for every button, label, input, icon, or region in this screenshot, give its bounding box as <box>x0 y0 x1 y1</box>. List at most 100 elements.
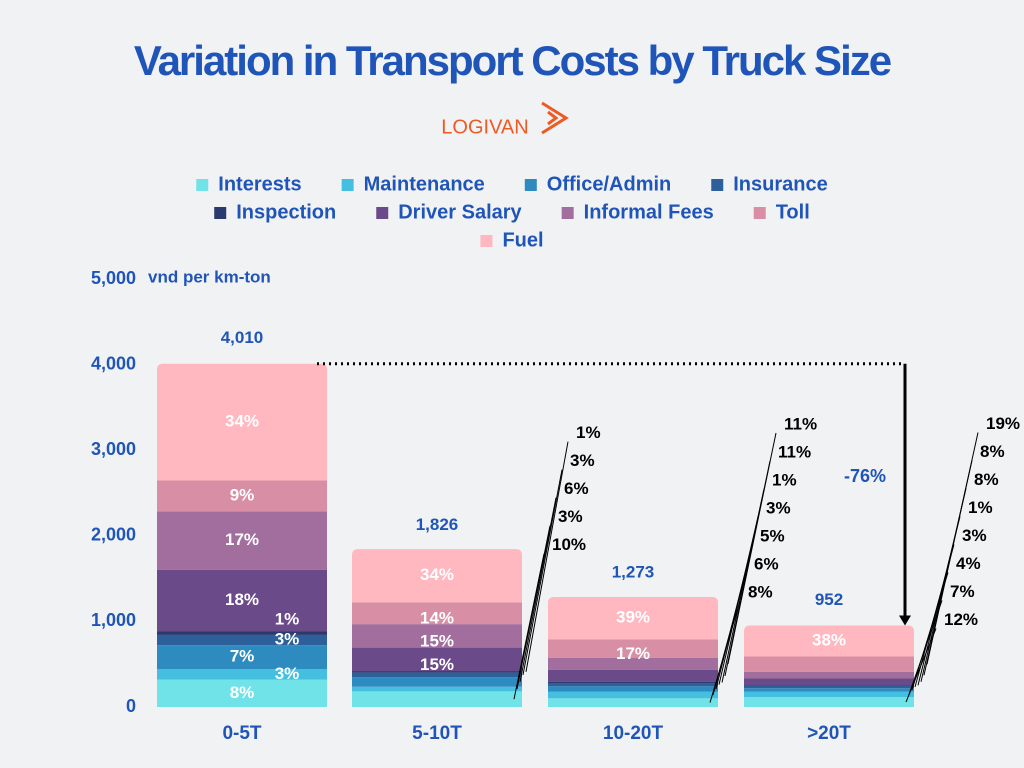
bar-segment <box>744 678 914 685</box>
bar-segment <box>744 684 914 686</box>
x-tick-label: >20T <box>807 723 851 744</box>
bar-segment <box>352 677 522 687</box>
bar-segment <box>352 691 522 707</box>
legend-label: Toll <box>776 201 810 223</box>
leader-line <box>522 469 563 676</box>
total-label: 1,826 <box>416 515 459 534</box>
legend-swatch <box>196 179 209 191</box>
legend-swatch <box>376 207 389 219</box>
callout-label: 1% <box>772 471 797 490</box>
callout-label: 19% <box>986 414 1020 433</box>
bar-segment <box>744 697 914 707</box>
x-tick-label: 5-10T <box>412 723 462 744</box>
x-tick-label: 10-20T <box>603 723 664 744</box>
callout-label: 3% <box>558 507 583 526</box>
legend-swatch <box>753 207 766 219</box>
legend-label: Office/Admin <box>547 173 671 195</box>
bar-segment <box>352 602 522 625</box>
bar-segment <box>157 480 327 512</box>
legend-label: Fuel <box>502 229 543 251</box>
bar-segment <box>157 679 327 707</box>
bar-segment <box>352 686 522 692</box>
segment-label: 17% <box>616 644 650 663</box>
total-label: 1,273 <box>612 563 655 582</box>
legend-swatch <box>524 179 537 191</box>
bar-segment <box>548 681 718 684</box>
bar-segment <box>744 671 914 679</box>
x-tick-label: 0-5T <box>222 723 261 744</box>
bar-segment <box>352 647 522 672</box>
legend-label: Informal Fees <box>584 201 714 223</box>
segment-label: 9% <box>230 485 255 504</box>
segment-label: 1% <box>275 610 300 629</box>
y-tick-label: 0 <box>126 696 136 716</box>
bar-segment <box>744 685 914 689</box>
bar-segment <box>744 691 914 698</box>
segment-label: 34% <box>420 565 454 584</box>
chart-title: Variation in Transport Costs by Truck Si… <box>134 37 891 84</box>
y-tick-label: 2,000 <box>91 525 136 545</box>
callout-label: 3% <box>570 451 595 470</box>
bar-segment <box>548 683 718 687</box>
bar-segment <box>157 511 327 570</box>
callout-label: 1% <box>576 423 601 442</box>
segment-label: 34% <box>225 412 259 431</box>
legend-swatch <box>711 179 724 191</box>
bar-segment <box>157 669 327 680</box>
segment-label: 3% <box>275 664 300 683</box>
callout-label: 8% <box>974 470 999 489</box>
callout-label: 5% <box>760 527 785 546</box>
segment-label: 18% <box>225 590 259 609</box>
segment-label: 8% <box>230 683 255 702</box>
bar-segment <box>157 634 327 646</box>
legend-swatch <box>341 179 354 191</box>
leader-line <box>519 497 557 683</box>
y-axis-label: vnd per km-ton <box>148 267 271 286</box>
bar-segment <box>352 624 522 648</box>
callout-label: 8% <box>980 442 1005 461</box>
segment-label: 17% <box>225 530 259 549</box>
bar-segment <box>548 639 718 658</box>
total-label: 4,010 <box>221 328 264 347</box>
bar-segment <box>157 363 327 481</box>
reduction-label: -76% <box>844 466 886 486</box>
bar-segment <box>744 625 914 657</box>
callout-label: 11% <box>778 443 811 462</box>
bar-segment <box>548 657 718 670</box>
legend-label: Inspection <box>236 201 336 223</box>
callout-label: 8% <box>748 583 773 602</box>
segment-label: 15% <box>420 655 454 674</box>
callout-label: 4% <box>956 554 981 573</box>
callout-label: 1% <box>968 498 993 517</box>
segment-label: 3% <box>275 630 300 649</box>
y-tick-label: 3,000 <box>91 439 136 459</box>
callout-label: 10% <box>552 535 586 554</box>
segment-label: 15% <box>420 631 454 650</box>
callout-label: 3% <box>766 499 791 518</box>
bar-segment <box>548 686 718 692</box>
segment-label: 38% <box>812 630 846 649</box>
segment-label: 14% <box>420 609 454 628</box>
y-tick-label: 1,000 <box>91 610 136 630</box>
leader-line <box>926 432 979 665</box>
bar-segment <box>744 656 914 672</box>
callout-label: 6% <box>564 479 589 498</box>
total-label: 952 <box>815 590 843 609</box>
segment-label: 7% <box>230 647 255 666</box>
bar-segment <box>157 645 327 670</box>
leader-line <box>516 525 551 690</box>
bar-segment <box>744 688 914 692</box>
bar-segment <box>157 569 327 632</box>
legend-label: Insurance <box>733 173 827 195</box>
legend-swatch <box>561 207 574 219</box>
legend-label: Driver Salary <box>398 201 522 223</box>
bar-segment <box>352 549 522 603</box>
y-tick-label: 5,000 <box>91 268 136 288</box>
bar-segment <box>548 596 718 640</box>
bar-segment <box>352 672 522 678</box>
segment-label: 39% <box>616 608 650 627</box>
logo: LOGIVAN <box>441 116 528 138</box>
callout-label: 7% <box>950 582 975 601</box>
legend-label: Interests <box>218 173 301 195</box>
